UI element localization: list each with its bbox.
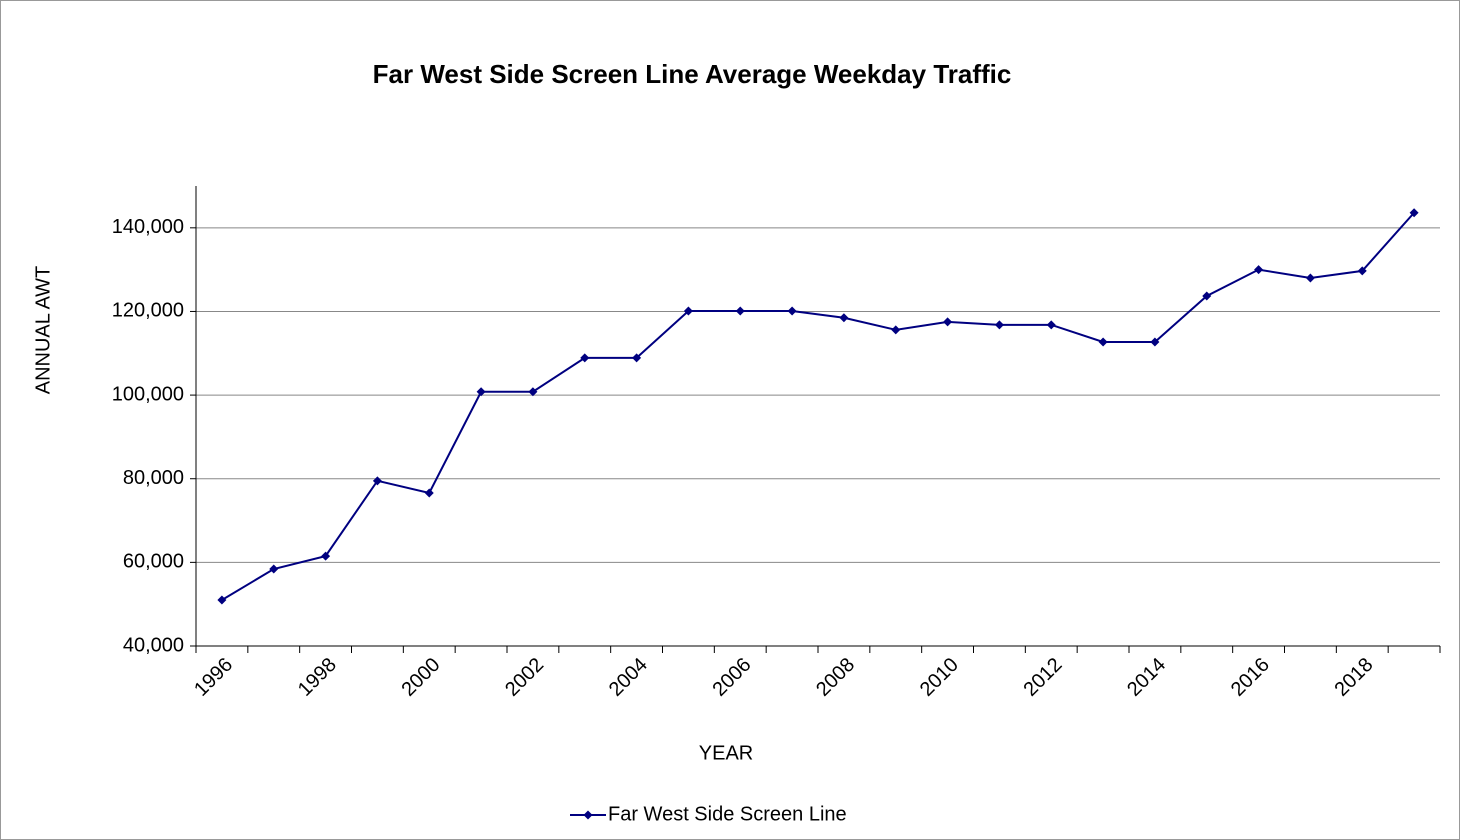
x-axis-label: YEAR [699,742,753,764]
y-tick-label: 140,000 [112,216,184,238]
data-point [839,313,849,323]
legend-label: Far West Side Screen Line [608,803,847,825]
data-point [424,488,434,498]
data-point [994,320,1004,330]
data-point [580,353,590,363]
legend-marker [583,810,593,820]
data-point [1305,273,1315,283]
series-line [221,212,1415,601]
y-tick-label: 80,000 [123,467,184,489]
data-point [1202,291,1212,301]
data-point [787,306,797,316]
y-tick-label: 120,000 [112,300,184,322]
data-point [891,325,901,335]
data-point [683,306,693,316]
data-point [372,476,382,486]
data-point [1254,265,1264,275]
chart-title: Far West Side Screen Line Average Weekda… [373,59,1012,89]
y-tick-label: 60,000 [123,551,184,573]
data-point [1150,337,1160,347]
data-point [476,387,486,397]
data-point [1046,320,1056,330]
y-tick-label: 40,000 [123,634,184,656]
data-point [735,306,745,316]
y-axis-label: ANNUAL AWT [32,266,54,395]
data-point [1409,208,1419,218]
data-point [632,353,642,363]
data-point [528,387,538,397]
data-point [269,564,279,574]
data-point [217,595,227,605]
y-tick-label: 100,000 [112,383,184,405]
data-point [943,317,953,327]
data-point [1098,337,1108,347]
data-point [1357,266,1367,276]
data-point [321,551,331,561]
